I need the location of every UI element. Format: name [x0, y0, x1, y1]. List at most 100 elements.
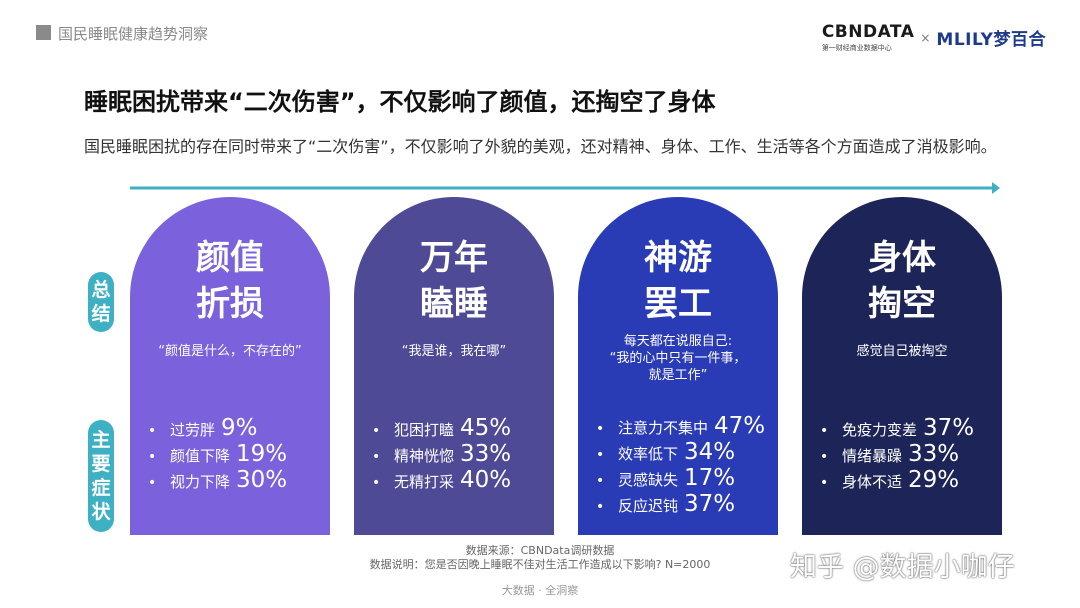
symptom-name: 注意力不集中 — [618, 419, 709, 437]
card-title: 万年 瞌睡 — [354, 235, 554, 327]
bullet-icon: • — [820, 475, 829, 491]
symptom-item: • 犯困打瞌 45% — [372, 415, 544, 441]
card-sleepy: 万年瞌睡 “我是谁，我在哪” • 犯困打瞌 45% • 精神恍惚 33% • 无精打采 40% — [354, 197, 554, 535]
watermark: 知乎 @数据小咖仔 — [790, 552, 1015, 583]
card-quote-line: “颜值是什么，不存在的” — [158, 344, 302, 359]
symptom-list: • 免疫力变差 37% • 情绪暴躁 33% • 身体不适 29% — [820, 415, 992, 493]
card-quote: “颜值是什么，不存在的” — [130, 343, 330, 360]
card-background — [354, 197, 554, 535]
row-label-char: 结 — [91, 303, 111, 325]
bullet-icon: • — [372, 475, 381, 491]
card-background — [802, 197, 1002, 535]
symptom-list: • 过劳胖 9% • 颜值下降 19% • 视力下降 30% — [148, 415, 320, 493]
card-title-line: 掏空 — [868, 284, 936, 324]
bullet-icon: • — [372, 423, 381, 439]
symptom-name: 情绪暴躁 — [842, 447, 903, 465]
card-title-line: 罢工 — [644, 284, 712, 324]
card-quote-line: 就是工作” — [648, 368, 708, 383]
symptom-list: • 犯困打瞌 45% • 精神恍惚 33% • 无精打采 40% — [372, 415, 544, 493]
footer-note: 数据说明：您是否因晚上睡眠不佳对生活工作造成以下影响? N=2000 — [369, 558, 711, 571]
symptom-percent: 19% — [236, 441, 288, 467]
symptom-list: • 注意力不集中 47% • 效率低下 34% • 灵感缺失 17% • 反应迟钝 37% — [596, 413, 768, 517]
row-label-char: 总 — [91, 279, 111, 301]
cbndata-logo-subtitle: 第一财经商业数据中心 — [821, 44, 892, 52]
progress-arrow — [130, 182, 1000, 194]
bullet-icon: • — [596, 499, 605, 515]
symptom-percent: 34% — [684, 439, 736, 465]
card-quote-line: “我是谁，我在哪” — [401, 344, 507, 359]
symptom-name: 效率低下 — [618, 445, 679, 463]
footer-source: 数据来源：CBNData调研数据 — [465, 544, 615, 557]
brand-logos: CBNDATA 第一财经商业数据中心 × MLILY梦百合 — [822, 22, 1046, 53]
symptom-name: 免疫力变差 — [842, 421, 918, 439]
symptom-name: 视力下降 — [170, 473, 231, 491]
bullet-icon: • — [148, 423, 157, 439]
symptom-name: 灵感缺失 — [618, 471, 679, 489]
symptom-name: 反应迟钝 — [618, 497, 679, 515]
card-title-line: 神游 — [644, 238, 712, 278]
card-appearance: 颜值 折损 “颜值是什么，不存在的” • 过劳胖 9% • 颜值下降 19% • 视力下降 30% — [130, 197, 330, 535]
card-title-line: 瞌睡 — [420, 284, 488, 324]
row-label-symptoms: 主要症状 — [88, 420, 114, 532]
card-title-line: 折损 — [196, 284, 264, 324]
row-label-char: 主 — [91, 429, 111, 451]
symptom-item: • 效率低下 34% — [596, 439, 768, 465]
symptom-percent: 33% — [460, 441, 512, 467]
bullet-icon: • — [820, 423, 829, 439]
symptom-item: • 注意力不集中 47% — [596, 413, 768, 439]
card-title-line: 颜值 — [196, 238, 264, 278]
card-quote: 每天都在说服自己: “我的心中只有一件事， 就是工作” — [578, 333, 778, 384]
symptom-item: • 无精打采 40% — [372, 467, 544, 493]
card-title-line: 身体 — [868, 238, 936, 278]
symptom-percent: 40% — [460, 467, 512, 493]
logo-separator: × — [920, 30, 931, 45]
symptom-percent: 17% — [684, 465, 736, 491]
symptom-item: • 反应迟钝 37% — [596, 491, 768, 517]
symptom-name: 精神恍惚 — [394, 447, 455, 465]
row-label-char: 症 — [91, 477, 111, 499]
card-work: 神游 罢工 每天都在说服自己: “我的心中只有一件事， 就是工作” • 注意力不集中 47% •… — [578, 197, 778, 535]
footer-brand: 大数据 · 全洞察 — [501, 584, 579, 597]
symptom-item: • 身体不适 29% — [820, 467, 992, 493]
bullet-icon: • — [148, 475, 157, 491]
card-quote: “我是谁，我在哪” — [354, 343, 554, 360]
card-background — [578, 197, 778, 535]
symptom-percent: 45% — [460, 415, 512, 441]
symptom-item: • 颜值下降 19% — [148, 441, 320, 467]
symptom-percent: 9% — [221, 415, 258, 441]
card-quote-line: 每天都在说服自己: — [623, 334, 733, 349]
card-quote-line: “我的心中只有一件事， — [609, 351, 747, 366]
symptom-item: • 精神恍惚 33% — [372, 441, 544, 467]
card-quote: 感觉自己被掏空 — [802, 343, 1002, 360]
symptom-name: 颜值下降 — [170, 447, 231, 465]
symptom-percent: 47% — [714, 413, 766, 439]
card-title-line: 万年 — [420, 238, 488, 278]
cbndata-logo: CBNDATA 第一财经商业数据中心 — [822, 22, 915, 53]
card-quote-line: 感觉自己被掏空 — [856, 344, 948, 359]
cbndata-logo-text: CBNDATA — [821, 22, 915, 42]
bullet-icon: • — [596, 421, 605, 437]
row-label-char: 状 — [91, 501, 111, 523]
symptom-name: 无精打采 — [394, 473, 455, 491]
row-label-char: 要 — [91, 453, 111, 475]
symptom-percent: 29% — [908, 467, 960, 493]
symptom-percent: 37% — [923, 415, 975, 441]
section-marker — [36, 25, 51, 40]
section-title: 国民睡眠健康趋势洞察 — [58, 25, 209, 43]
card-title: 颜值 折损 — [130, 235, 330, 327]
symptom-item: • 过劳胖 9% — [148, 415, 320, 441]
symptom-name: 犯困打瞌 — [394, 421, 455, 439]
row-label-summary: 总结 — [88, 272, 114, 332]
mlily-logo: MLILY梦百合 — [936, 30, 1046, 50]
symptom-percent: 30% — [236, 467, 288, 493]
page-description: 国民睡眠困扰的存在同时带来了“二次伤害”，不仅影响了外貌的美观，还对精神、身体、… — [84, 137, 997, 156]
bullet-icon: • — [820, 449, 829, 465]
page-title: 睡眠困扰带来“二次伤害”，不仅影响了颜值，还掏空了身体 — [84, 88, 716, 116]
card-title: 身体 掏空 — [802, 235, 1002, 327]
bullet-icon: • — [372, 449, 381, 465]
symptom-name: 身体不适 — [842, 473, 903, 491]
symptom-item: • 视力下降 30% — [148, 467, 320, 493]
symptom-item: • 灵感缺失 17% — [596, 465, 768, 491]
bullet-icon: • — [596, 447, 605, 463]
symptom-item: • 情绪暴躁 33% — [820, 441, 992, 467]
